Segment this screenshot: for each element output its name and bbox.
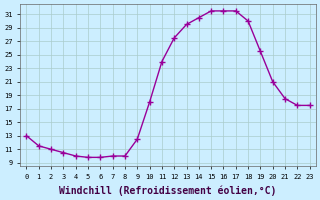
X-axis label: Windchill (Refroidissement éolien,°C): Windchill (Refroidissement éolien,°C) [60,185,277,196]
